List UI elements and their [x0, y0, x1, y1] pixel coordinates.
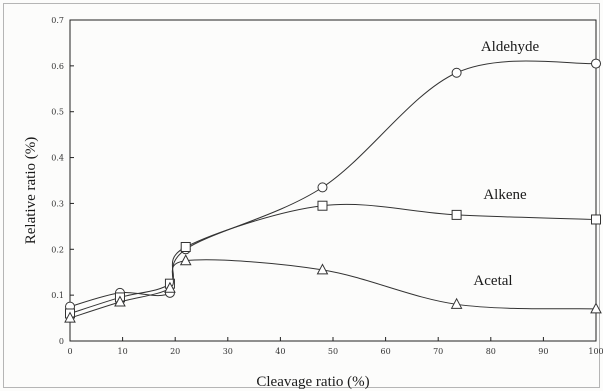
alkene-point: [180, 241, 191, 252]
x-tick-label: 90: [538, 347, 548, 356]
series-alkene-line: [69, 203, 597, 314]
x-tick-label: 50: [328, 347, 338, 356]
x-tick-label: 70: [433, 347, 443, 356]
x-axis-title: Cleavage ratio (%): [256, 374, 369, 390]
y-tick-label: 0.2: [51, 245, 64, 254]
y-tick-label: 0.3: [51, 199, 64, 208]
x-tick-label: 60: [381, 347, 391, 356]
series-acetal: [64, 254, 602, 323]
acetal-point: [450, 297, 463, 309]
aldehyde-point: [451, 67, 462, 78]
acetal-point: [179, 254, 192, 266]
series-label-acetal: Acetal: [473, 273, 512, 289]
alkene-point: [591, 214, 601, 225]
series-layer: [64, 58, 602, 323]
series-label-aldehyde: Aldehyde: [481, 39, 540, 55]
series-acetal-line: [69, 259, 597, 319]
series-aldehyde: [65, 58, 601, 312]
aldehyde-point: [317, 182, 328, 193]
labels-layer: Cleavage ratio (%) Relative ratio (%) Alde…: [23, 39, 539, 390]
x-tick-label: 80: [486, 347, 496, 356]
x-tick-label: 40: [275, 347, 285, 356]
series-label-alkene: Alkene: [483, 187, 527, 203]
alkene-point: [317, 200, 328, 211]
acetal-point: [316, 263, 329, 275]
series-alkene: [65, 200, 601, 319]
alkene-point: [451, 209, 462, 220]
acetal-point: [590, 302, 602, 314]
x-tick-label: 30: [223, 347, 233, 356]
acetal-point: [114, 295, 126, 307]
x-tick-label: 100: [588, 347, 603, 356]
x-tick-label: 20: [170, 347, 180, 356]
figure-frame: [3, 3, 600, 388]
y-tick-label: 0.1: [51, 291, 64, 300]
axes: 0 10 20 30 40 50 60 70 80 90 100 0 0.1 0.2 0.3 0.4 0.5 0.…: [51, 16, 603, 356]
y-tick-label: 0.4: [51, 154, 64, 163]
series-aldehyde-line: [69, 60, 597, 308]
x-tick-label: 10: [118, 347, 128, 356]
y-tick-label: 0: [59, 337, 64, 346]
aldehyde-point: [591, 58, 601, 69]
y-axis-title: Relative ratio (%): [23, 137, 39, 244]
acetal-point: [64, 311, 76, 323]
acetal-point: [164, 281, 176, 293]
x-tick-label: 0: [67, 347, 72, 356]
y-tick-label: 0.5: [51, 108, 64, 117]
y-tick-label: 0.6: [51, 62, 64, 71]
y-tick-label: 0.7: [51, 16, 64, 25]
